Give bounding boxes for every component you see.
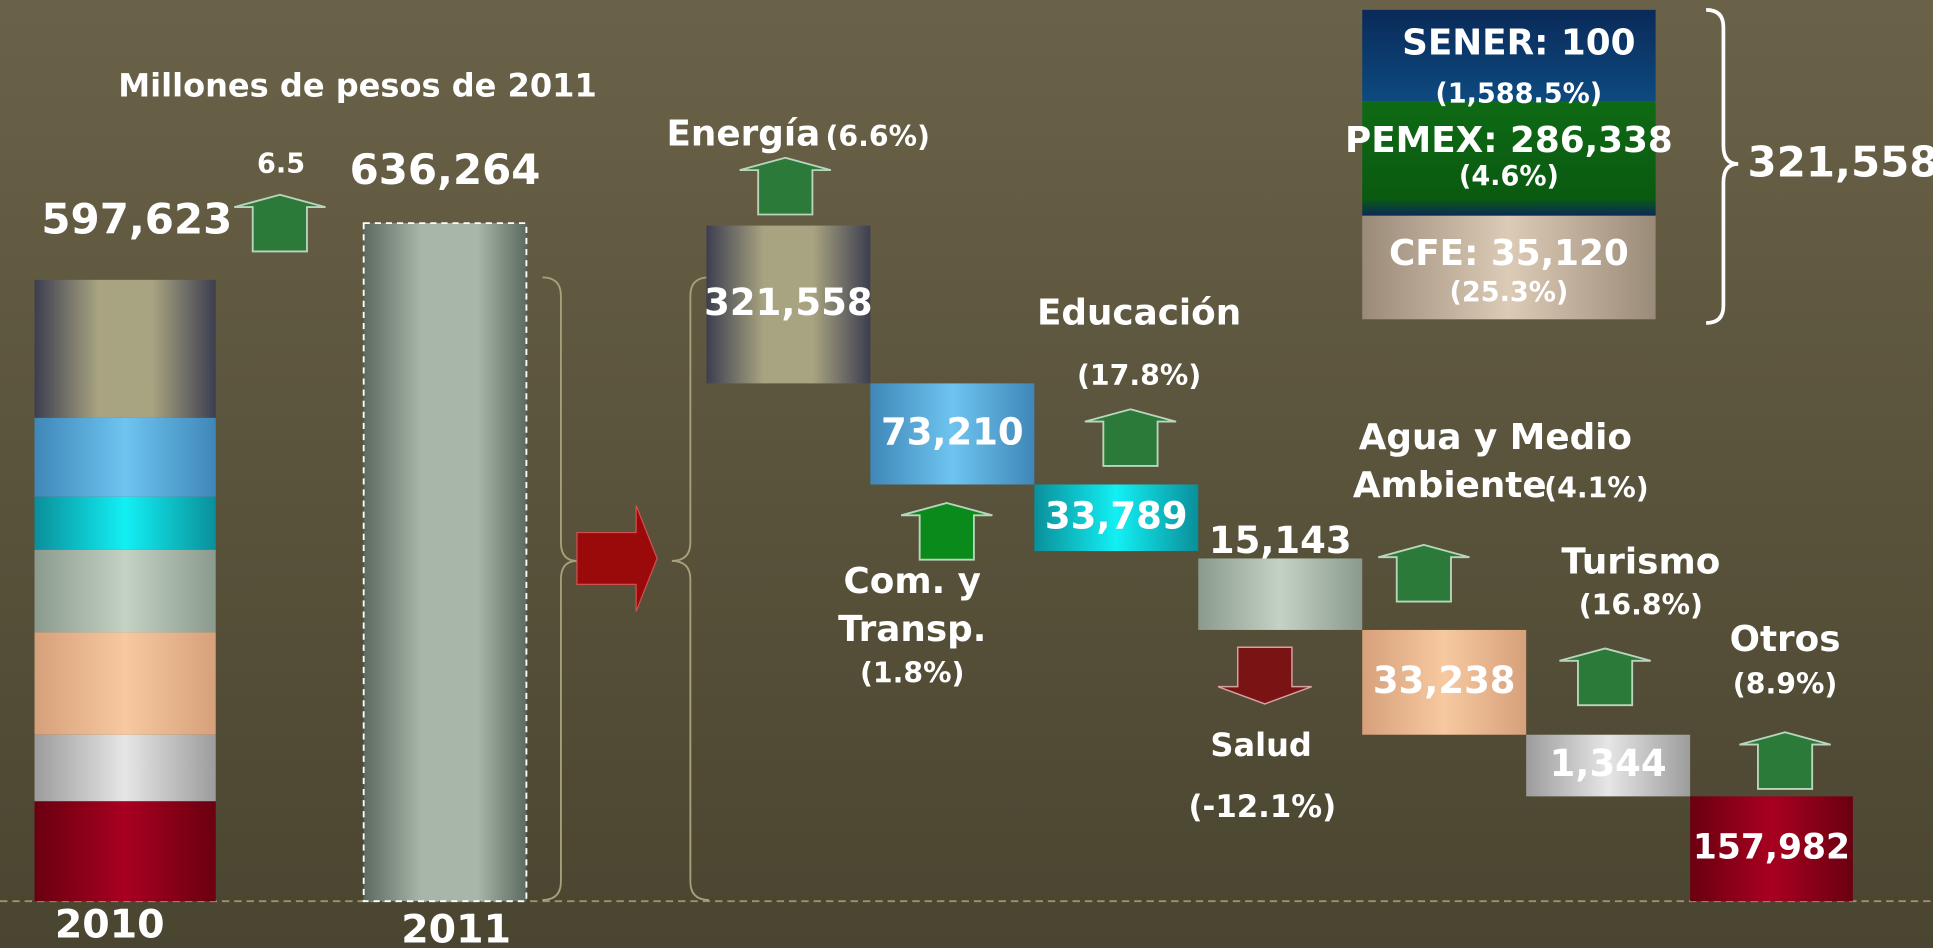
up-arrow	[233, 193, 326, 253]
waterfall-block	[1526, 734, 1691, 797]
sector-value: 1,344	[1550, 742, 1667, 785]
sector-value: 157,982	[1693, 827, 1850, 867]
waterfall-block	[1198, 558, 1363, 630]
sener-box	[1362, 9, 1656, 102]
brace	[1706, 8, 1739, 325]
big-arrow	[576, 505, 658, 612]
sector-name: Agua y Medio	[1359, 417, 1632, 458]
waterfall-block	[870, 383, 1035, 485]
sector-name: Salud	[1210, 726, 1311, 764]
sector-value: 15,143	[1209, 519, 1352, 562]
sector-change: (-12.1%)	[1188, 789, 1336, 825]
breakdown-total: 321,558	[1748, 138, 1933, 187]
sector-change: (1.8%)	[860, 656, 965, 689]
sector-name: Com. y	[844, 561, 981, 602]
stack-segment	[34, 417, 216, 497]
sector-value: 33,238	[1373, 659, 1516, 702]
stack-segment	[34, 632, 216, 735]
up-arrow	[1378, 543, 1470, 603]
waterfall-block	[1362, 629, 1527, 735]
up-arrow	[1084, 408, 1177, 467]
breakdown-change: (4.6%)	[1459, 161, 1559, 192]
stack-segment	[34, 734, 216, 802]
sector-change: (17.8%)	[1077, 359, 1201, 392]
total-2011: 636,264	[350, 145, 541, 194]
stack-segment	[34, 801, 216, 902]
breakdown-change: (25.3%)	[1449, 277, 1568, 308]
breakdown-label: CFE: 35,120	[1389, 233, 1629, 274]
year-2010: 2010	[55, 902, 165, 948]
sector-name: Transp.	[838, 609, 986, 650]
down-arrow	[1217, 646, 1312, 705]
sector-value: 33,789	[1045, 494, 1188, 537]
year-2011: 2011	[401, 906, 511, 948]
up-arrow	[1739, 731, 1831, 790]
breakdown-label: PEMEX: 286,338	[1345, 120, 1673, 161]
sector-change: (6.6%)	[825, 120, 930, 153]
waterfall-block	[1690, 796, 1853, 902]
breakdown-change: (1,588.5%)	[1435, 78, 1602, 109]
sector-value: 73,210	[881, 410, 1024, 453]
sector-change: (8.9%)	[1733, 667, 1838, 700]
up-arrow	[739, 156, 832, 216]
sector-name: Energía	[667, 114, 821, 155]
bar-2011	[362, 222, 528, 903]
pemex-box	[1362, 101, 1656, 216]
stack-segment	[34, 279, 216, 418]
waterfall-block	[706, 225, 871, 384]
sector-change: (4.1%)	[1544, 471, 1649, 504]
stack-segment	[34, 496, 216, 550]
unit-note: Millones de pesos de 2011	[118, 67, 596, 105]
brace	[671, 276, 709, 901]
sector-name: Ambiente	[1353, 465, 1547, 506]
sector-name: Educación	[1037, 292, 1241, 333]
total-2010: 597,623	[41, 194, 232, 243]
sector-change: (16.8%)	[1579, 589, 1703, 622]
cfe-box	[1362, 215, 1656, 320]
stack-segment	[34, 549, 216, 633]
waterfall-block	[1034, 484, 1199, 552]
breakdown-label: SENER: 100	[1402, 22, 1635, 63]
growth-2010: 6.5	[257, 149, 305, 180]
sector-value: 321,558	[704, 281, 872, 324]
up-arrow	[900, 502, 993, 561]
sector-name: Otros	[1730, 619, 1841, 660]
sector-name: Turismo	[1561, 541, 1720, 582]
up-arrow	[1559, 647, 1651, 707]
